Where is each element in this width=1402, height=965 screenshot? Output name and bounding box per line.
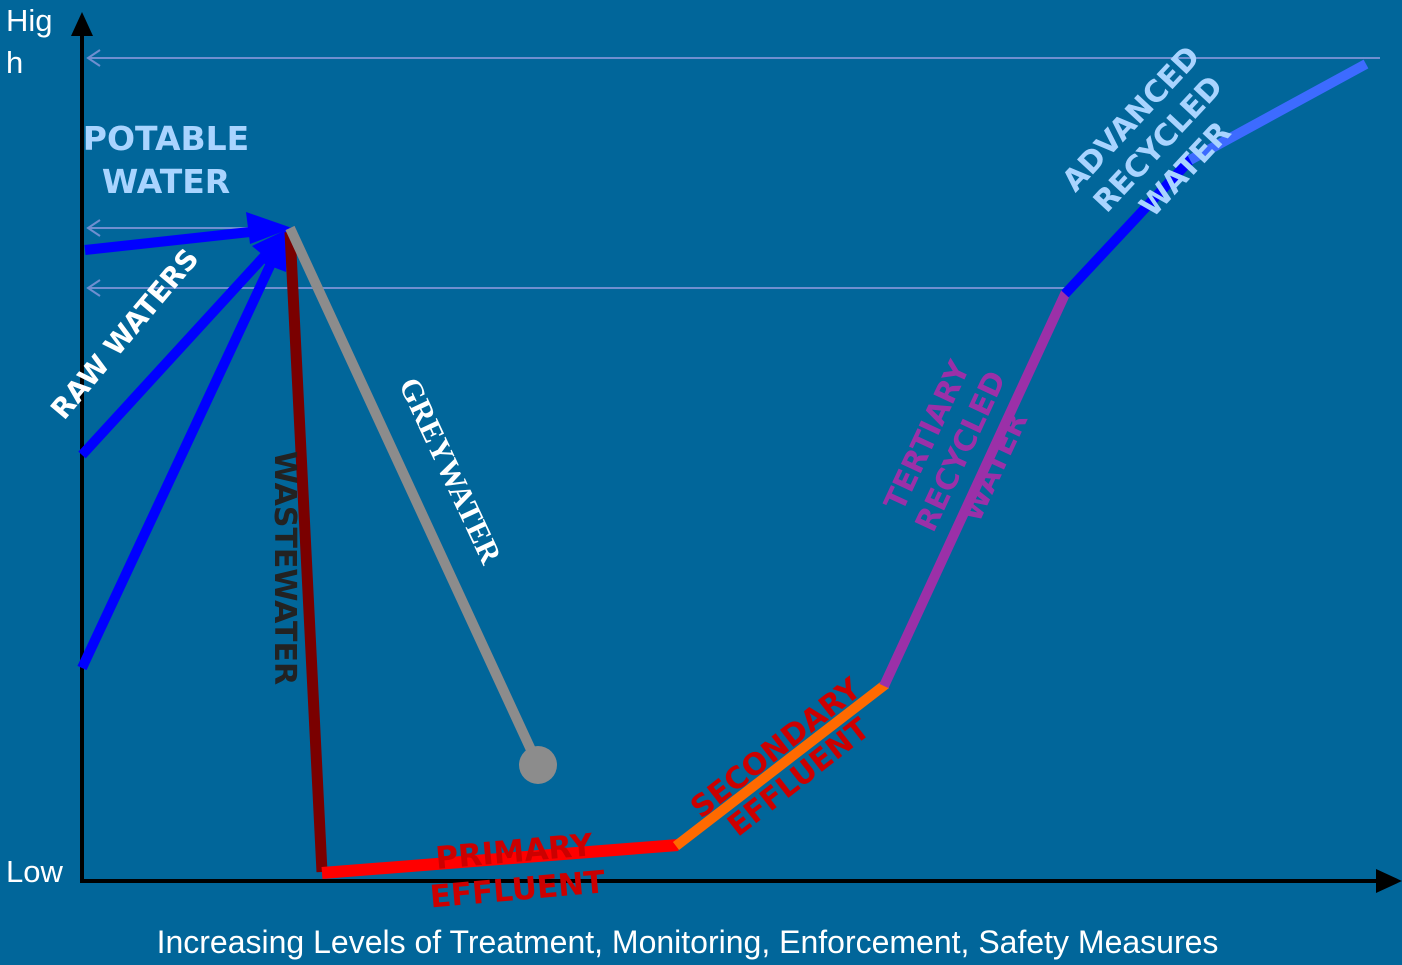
- x-axis-arrowhead: [1376, 869, 1402, 893]
- y-axis-arrowhead: [71, 12, 93, 36]
- raw-water-arrow-1: [84, 225, 269, 255]
- wastewater-label: WASTEWATER: [267, 451, 302, 685]
- advanced-recycled-line-dark: [1061, 154, 1196, 298]
- potable-water-label-line1: POTABLE: [83, 119, 249, 158]
- advanced-recycled-line-light: [1187, 59, 1369, 165]
- primary-effluent-line: [321, 839, 679, 879]
- wastewater-line: [284, 231, 328, 873]
- tertiary-recycled-line: [879, 289, 1071, 689]
- guide-arrow-potable: [86, 219, 101, 237]
- greywater-label: GREYWATER: [392, 372, 509, 569]
- guide-arrow-top: [86, 49, 101, 67]
- raw-waters-label: RAW WATERS: [44, 242, 205, 425]
- raw-water-arrow-3: [77, 252, 280, 671]
- potable-water-label: POTABLE WATER: [83, 119, 249, 201]
- raw-water-arrowhead-1: [246, 212, 292, 244]
- x-axis-label: Increasing Levels of Treatment, Monitori…: [156, 924, 1219, 960]
- greywater-line: [285, 225, 543, 768]
- raw-water-arrowhead-3: [260, 230, 288, 272]
- potable-water-label-line2: WATER: [102, 162, 230, 201]
- advanced-recycled-water-label: ADVANCED RECYCLED WATER: [1056, 40, 1239, 225]
- guide-arrow-mid: [86, 279, 101, 297]
- raw-water-arrow-2: [78, 246, 274, 459]
- raw-waters-arrows: [77, 212, 292, 671]
- y-axis-high-label: Hig h: [6, 3, 53, 80]
- guide-lines: [86, 49, 1380, 297]
- greywater-endpoint: [519, 746, 557, 784]
- secondary-effluent-line: [672, 680, 890, 850]
- primary-effluent-label: PRIMARY EFFLUENT: [428, 827, 606, 915]
- y-axis-low-label: Low: [6, 854, 63, 889]
- raw-water-arrowhead-2: [252, 228, 290, 266]
